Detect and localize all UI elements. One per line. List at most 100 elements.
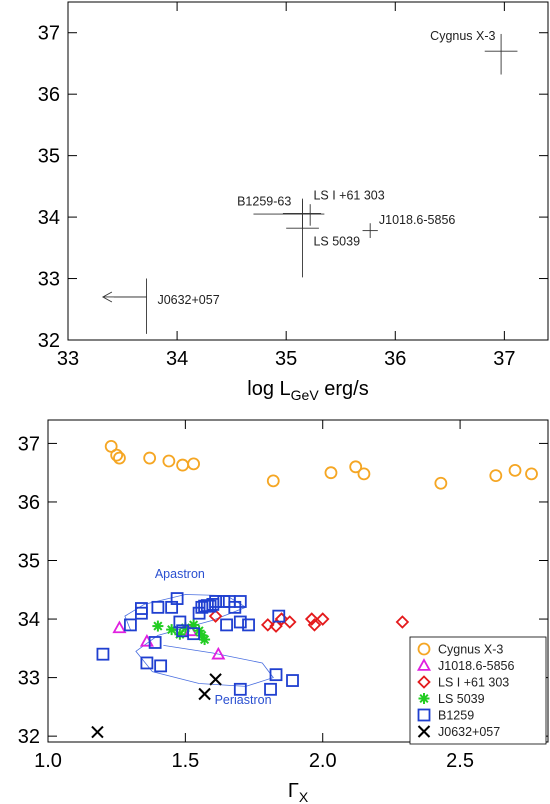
data-point-b1259 xyxy=(233,595,247,608)
data-point-ls-i-61-303 xyxy=(395,615,410,629)
data-point-ls-5039 xyxy=(199,634,211,646)
data-point-cygnus-x-3 xyxy=(357,467,371,481)
x-axis-label-gamma-subscript: X xyxy=(299,789,309,804)
data-point-b1259 xyxy=(272,609,286,623)
x-tick-label: 2.0 xyxy=(309,750,337,772)
data-point-b1259 xyxy=(96,647,110,661)
data-point-b1259 xyxy=(233,615,247,629)
y-tick-label: 33 xyxy=(18,668,40,690)
legend-marker xyxy=(417,675,431,689)
error-cross-ls-5039 xyxy=(286,198,319,278)
x-tick-label: 36 xyxy=(384,348,406,370)
data-point-cygnus-x-3 xyxy=(162,454,176,468)
legend-label: Cygnus X-3 xyxy=(438,643,503,657)
error-crosses xyxy=(101,33,518,334)
y-tick-label: 32 xyxy=(18,726,40,748)
data-point-b1259 xyxy=(151,600,165,614)
x-axis-label-subscript: GeV xyxy=(291,387,320,403)
x-stroke xyxy=(417,725,431,738)
data-point-b1259 xyxy=(148,636,162,649)
source-label: Cygnus X-3 xyxy=(430,29,495,43)
data-point-b1259 xyxy=(124,618,137,632)
x-axis-label-bottom: ΓX xyxy=(288,780,309,804)
photon-index-panel: 1.0 1.5 2.0 2.5 32 33 34 35 36 37 Apastron Periast… xyxy=(18,419,549,804)
x-stroke xyxy=(91,725,104,739)
data-point-j1018-6-5856 xyxy=(112,620,127,634)
y-tick-label: 35 xyxy=(18,551,40,573)
data-point-b1259 xyxy=(242,618,255,632)
legend-label: LS I +61 303 xyxy=(438,676,509,690)
legend-marker xyxy=(416,658,432,671)
data-point-j0632-057 xyxy=(91,725,104,739)
data-point-cygnus-x-3 xyxy=(110,448,124,462)
data-point-b1259 xyxy=(269,668,283,682)
data-point-b1259 xyxy=(220,618,233,632)
data-point-b1259 xyxy=(209,595,222,608)
data-point-cygnus-x-3 xyxy=(508,463,522,477)
source-labels: Cygnus X-3 B1259-63 LS I +61 303 LS 5039 J10… xyxy=(157,29,495,307)
series-b1259 xyxy=(96,592,299,696)
legend-label: J0632+057 xyxy=(438,725,500,739)
series-cygnus-x-3 xyxy=(104,439,538,490)
source-label: LS 5039 xyxy=(313,235,360,249)
b1259-orbit-curve xyxy=(124,594,274,687)
data-point-cygnus-x-3 xyxy=(525,467,538,481)
data-point-cygnus-x-3 xyxy=(176,458,190,472)
error-cross-cygnus-x-3 xyxy=(484,33,518,75)
legend-marker xyxy=(418,693,430,704)
x-axis-label-suffix: erg/s xyxy=(319,378,369,400)
data-point-cygnus-x-3 xyxy=(266,474,280,488)
source-label: J0632+057 xyxy=(157,293,219,307)
y-tick-label: 37 xyxy=(38,23,60,45)
x-axis-label-main: log L xyxy=(247,378,290,400)
data-point-b1259 xyxy=(173,615,187,629)
orbit-labels: Apastron Periastron xyxy=(155,567,272,707)
series-ls-i-61-303 xyxy=(208,609,410,633)
data-point-b1259 xyxy=(154,659,168,673)
data-point-b1259 xyxy=(170,592,184,605)
y-tick-label: 37 xyxy=(18,433,40,455)
y-tick-label: 35 xyxy=(38,146,60,168)
data-markers xyxy=(91,439,538,739)
data-point-b1259 xyxy=(140,656,154,670)
plot-frame-top xyxy=(67,1,549,341)
data-point-b1259 xyxy=(233,682,247,696)
x-tick-label: 37 xyxy=(493,348,515,370)
ast-stroke xyxy=(153,621,163,631)
y-tick-label: 36 xyxy=(38,84,60,106)
data-point-ls-i-61-303 xyxy=(307,618,322,632)
legend-box xyxy=(409,636,547,745)
data-point-ls-5039 xyxy=(152,620,164,632)
source-label: B1259-63 xyxy=(237,195,291,209)
axis-ticks-bottom: 1.0 1.5 2.0 2.5 32 33 34 35 36 37 xyxy=(18,420,548,772)
data-point-cygnus-x-3 xyxy=(349,460,363,474)
y-tick-label: 34 xyxy=(38,207,60,229)
data-point-cygnus-x-3 xyxy=(187,457,201,471)
data-point-b1259 xyxy=(264,682,277,696)
error-cross-j1018-6-5856 xyxy=(362,223,378,238)
data-point-j1018-6-5856 xyxy=(211,646,226,660)
legend-label: J1018.6-5856 xyxy=(438,659,515,673)
x-axis-label-top: log LGeV erg/s xyxy=(247,378,368,403)
series-j0632-057 xyxy=(91,673,222,739)
plot-frame-bottom xyxy=(47,419,549,743)
data-point-ls-i-61-303 xyxy=(208,609,223,623)
arrow-head xyxy=(101,291,113,303)
x-tick-label: 34 xyxy=(166,348,188,370)
data-point-cygnus-x-3 xyxy=(324,466,338,480)
ast-stroke xyxy=(419,693,429,704)
data-point-ls-i-61-303 xyxy=(304,612,319,626)
source-label: J1018.6-5856 xyxy=(379,213,456,227)
x-tick-label: 1.5 xyxy=(171,750,199,772)
error-cross-j0632-057 xyxy=(101,278,147,334)
data-point-ls-i-61-303 xyxy=(274,612,289,626)
data-point-j0632-057 xyxy=(209,673,222,686)
legend-label: LS 5039 xyxy=(438,692,485,706)
x-tick-label: 35 xyxy=(275,348,297,370)
data-point-ls-i-61-303 xyxy=(269,619,283,633)
x-tick-label: 33 xyxy=(57,348,79,370)
orbit-annotation: Apastron xyxy=(155,567,205,581)
orbit-annotation: Periastron xyxy=(215,693,272,707)
